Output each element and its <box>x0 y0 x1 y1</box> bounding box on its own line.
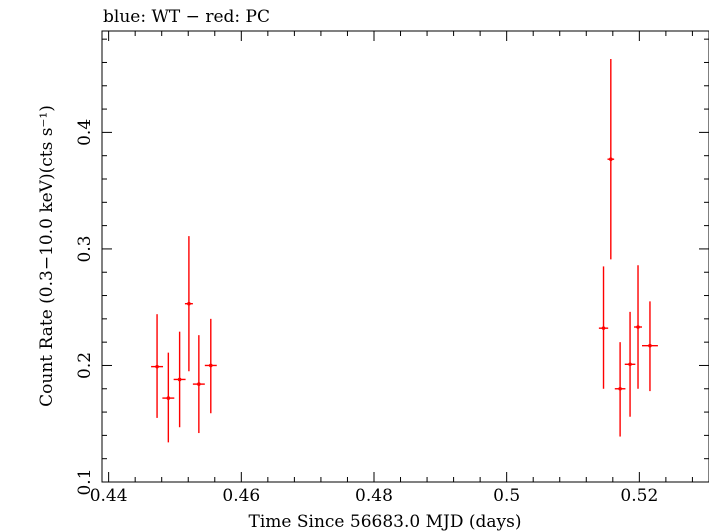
x-tick-label: 0.46 <box>222 486 260 506</box>
data-point <box>624 311 636 417</box>
x-tick-label: 0.5 <box>493 486 520 506</box>
point-marker <box>636 325 640 329</box>
data-points <box>151 58 658 443</box>
data-point <box>173 331 186 428</box>
x-axis-label: Time Since 56683.0 MJD (days) <box>249 512 522 532</box>
point-marker <box>177 377 182 382</box>
y-tick-label: 0.3 <box>75 235 95 262</box>
data-point <box>162 352 175 443</box>
y-tick-label: 0.1 <box>75 468 95 495</box>
data-point <box>151 314 164 418</box>
y-axis-tick-labels: 0.1 0.2 0.3 0.4 <box>75 119 95 496</box>
data-point <box>184 236 193 372</box>
data-point <box>204 318 217 414</box>
data-point <box>598 266 609 389</box>
data-point <box>607 58 615 260</box>
point-marker <box>155 364 159 369</box>
point-marker <box>648 343 652 348</box>
point-marker <box>187 301 191 306</box>
y-axis-label: Count Rate (0.3−10.0 keV)(cts s⁻¹) <box>37 105 57 407</box>
point-marker <box>208 363 213 368</box>
x-axis-ticks <box>108 31 693 482</box>
point-marker <box>628 362 632 367</box>
y-tick-label: 0.2 <box>75 352 95 379</box>
point-marker <box>618 386 622 391</box>
point-marker <box>166 396 171 400</box>
data-point <box>641 301 658 392</box>
point-marker <box>609 157 613 161</box>
data-point <box>614 342 626 437</box>
data-point <box>192 335 205 434</box>
plot-frame <box>101 30 709 483</box>
point-marker <box>197 382 201 386</box>
x-axis-tick-labels: 0.44 0.46 0.48 0.5 0.52 <box>90 486 659 506</box>
point-marker <box>601 326 606 330</box>
x-tick-label: 0.48 <box>355 486 393 506</box>
x-tick-label: 0.52 <box>620 486 658 506</box>
data-point <box>634 265 642 389</box>
y-tick-label: 0.4 <box>75 119 95 146</box>
x-tick-label: 0.44 <box>90 486 128 506</box>
y-axis-ticks <box>102 38 709 483</box>
chart-title: blue: WT − red: PC <box>103 7 270 27</box>
